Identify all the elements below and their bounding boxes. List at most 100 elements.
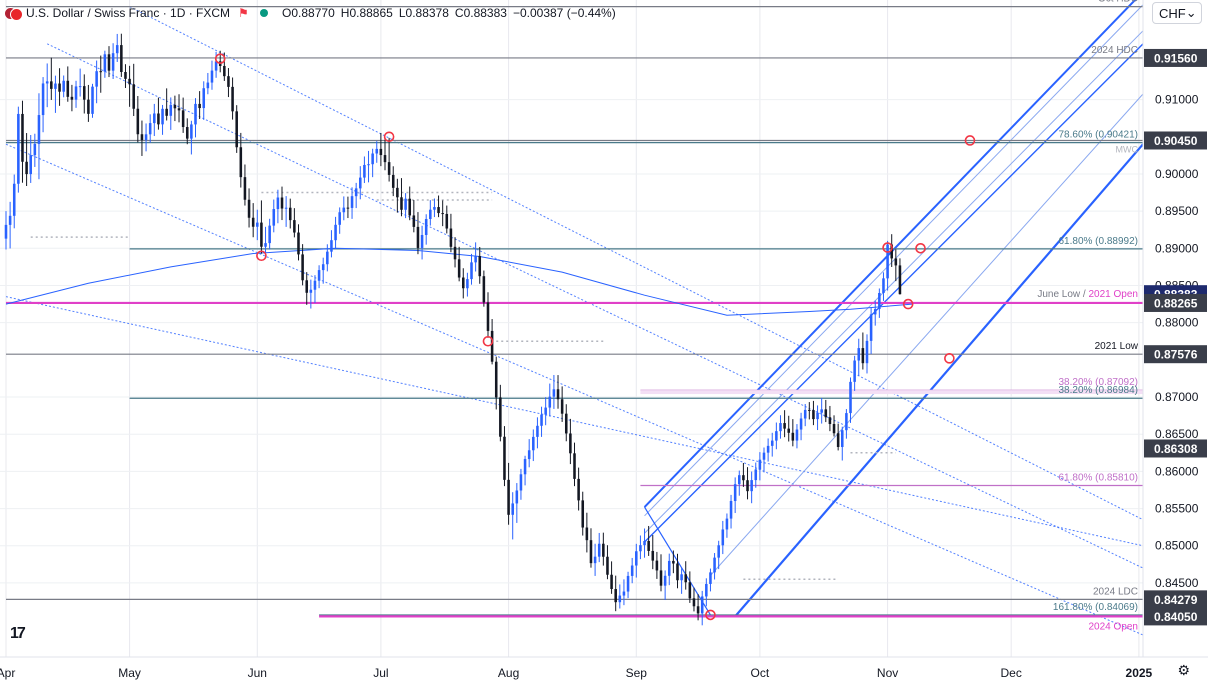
descending-channel-line xyxy=(46,43,1144,569)
level-label: 38.20% (0.86984) xyxy=(1058,385,1138,396)
candle-body xyxy=(614,589,617,603)
candle-body xyxy=(342,207,346,213)
candle xyxy=(354,182,358,209)
price-tick-label: 0.86000 xyxy=(1155,464,1199,478)
candle xyxy=(115,33,119,62)
pivot-marker xyxy=(902,298,914,310)
candle xyxy=(873,300,877,326)
candle-body xyxy=(667,560,671,576)
candle xyxy=(672,550,675,574)
currency-selector[interactable]: CHF ⌄ xyxy=(1152,2,1202,24)
candle-body xyxy=(721,529,725,546)
candle-body xyxy=(317,270,321,281)
candle-body xyxy=(190,124,193,139)
candle xyxy=(363,156,366,184)
candle-body xyxy=(391,174,395,188)
candle-body xyxy=(268,225,271,244)
candle xyxy=(140,120,144,156)
candle-body xyxy=(4,224,8,239)
candle xyxy=(626,571,630,599)
candle xyxy=(449,213,453,253)
candle xyxy=(515,483,519,523)
candle-body xyxy=(597,543,601,557)
candle xyxy=(556,375,560,409)
candle xyxy=(754,462,758,488)
candle-body xyxy=(758,459,762,470)
candle xyxy=(602,532,605,566)
price-tick-label: 0.91000 xyxy=(1155,93,1199,107)
candle xyxy=(400,178,403,217)
candle xyxy=(840,426,844,461)
time-tick-label: Dec xyxy=(1001,666,1022,680)
candle xyxy=(635,543,638,578)
time-tick-label: Oct xyxy=(751,666,770,680)
candle xyxy=(173,95,177,122)
candle xyxy=(812,400,815,426)
candle xyxy=(181,97,185,133)
candle-body xyxy=(532,436,535,451)
price-tick-label: 0.90000 xyxy=(1155,167,1199,181)
tradingview-logo[interactable]: 17 xyxy=(10,625,26,642)
candle xyxy=(404,193,407,219)
candle-body xyxy=(606,556,609,575)
candle-body xyxy=(626,575,630,592)
candle xyxy=(416,212,420,255)
price-badge: 0.84050 xyxy=(1144,607,1207,626)
candle xyxy=(532,429,535,462)
candle-body xyxy=(359,177,362,189)
candle-body xyxy=(787,428,790,433)
gear-icon[interactable]: ⚙ xyxy=(1177,662,1190,678)
dotted-refs xyxy=(30,191,896,580)
pivot-marker xyxy=(256,250,267,262)
candle xyxy=(276,189,280,224)
price-badge: 0.90450 xyxy=(1144,131,1207,150)
candle-body xyxy=(223,65,226,77)
candle-body xyxy=(873,309,877,315)
candle xyxy=(161,104,164,135)
candle-body xyxy=(713,557,716,573)
candle xyxy=(869,308,873,355)
candle-body xyxy=(474,256,477,263)
candle xyxy=(338,207,341,234)
level-label: 61.80% (0.85810) xyxy=(1058,473,1138,484)
currency-label: CHF xyxy=(1159,5,1186,21)
candle-body xyxy=(486,302,490,331)
candle-body xyxy=(313,280,317,290)
candle-body xyxy=(87,99,90,114)
time-tick-label: Jun xyxy=(248,666,267,680)
candle-body xyxy=(857,348,861,361)
symbol-title[interactable]: U.S. Dollar / Swiss Franc · 1D · FXCM xyxy=(26,6,231,20)
candle xyxy=(639,535,642,560)
candle xyxy=(499,384,502,442)
candle-body xyxy=(58,83,61,92)
candle xyxy=(82,74,86,114)
candle-body xyxy=(140,134,144,140)
pivot-marker xyxy=(882,242,893,253)
candle xyxy=(301,244,304,286)
candle xyxy=(738,470,741,496)
candle xyxy=(750,471,753,504)
candle xyxy=(593,543,597,576)
candle xyxy=(655,551,659,579)
candle xyxy=(878,288,881,318)
candle xyxy=(420,225,424,260)
candle xyxy=(260,200,263,254)
candle xyxy=(540,406,543,437)
channel-lower-line xyxy=(734,143,1144,618)
candle xyxy=(684,561,688,590)
candle-body xyxy=(461,277,465,289)
candle-body xyxy=(696,606,700,614)
candle-body xyxy=(527,450,531,460)
candle xyxy=(647,525,650,556)
candle-body xyxy=(754,469,758,481)
candle-body xyxy=(256,222,259,227)
candle-body xyxy=(849,381,852,414)
flag-icon[interactable]: ⚑ xyxy=(238,6,249,20)
candle xyxy=(107,46,111,78)
price-badge-label: 0.86308 xyxy=(1154,442,1198,456)
candle xyxy=(280,186,284,221)
candle-body xyxy=(490,330,494,362)
candle-body xyxy=(647,540,650,551)
candle xyxy=(441,200,444,227)
